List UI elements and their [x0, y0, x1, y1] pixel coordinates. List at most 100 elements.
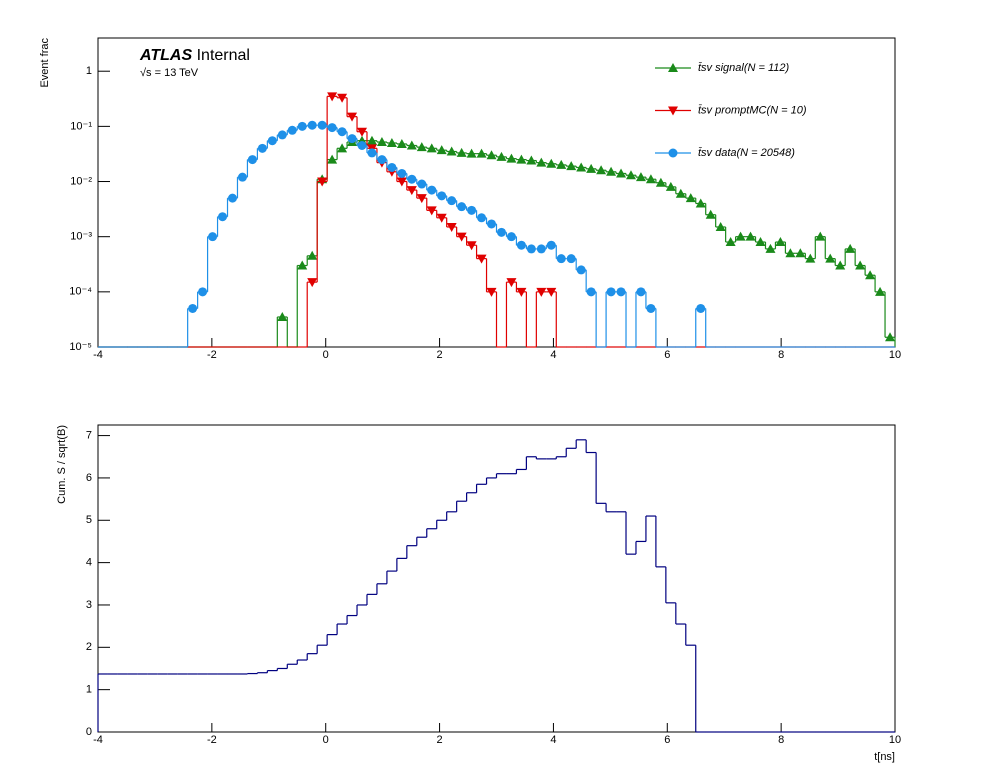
x-tick-label: -4 [93, 349, 103, 361]
marker [668, 148, 678, 158]
marker [417, 179, 427, 189]
marker [516, 287, 527, 297]
marker [486, 150, 497, 160]
x-tick-label: 2 [437, 349, 443, 361]
marker [685, 193, 696, 203]
marker [366, 135, 377, 145]
marker [396, 177, 407, 187]
marker [486, 287, 497, 297]
marker [327, 123, 337, 133]
marker [675, 188, 686, 198]
marker [646, 303, 656, 313]
marker [516, 154, 527, 164]
marker [487, 219, 497, 229]
marker [247, 155, 257, 165]
marker [755, 237, 766, 247]
marker [556, 254, 566, 264]
y-axis-label: Cum. S / sqrt(B) [56, 425, 68, 504]
marker [367, 148, 377, 158]
marker [456, 232, 467, 242]
marker [456, 147, 467, 157]
marker [606, 166, 617, 176]
marker [337, 127, 347, 137]
marker [377, 155, 387, 165]
marker [516, 240, 526, 250]
marker [218, 212, 228, 222]
marker [466, 148, 477, 158]
y-tick-label: 10⁻⁵ [69, 341, 92, 353]
atlas-status: Internal [197, 47, 250, 64]
marker [596, 165, 607, 175]
marker [636, 287, 646, 297]
marker [546, 240, 556, 250]
marker [745, 231, 756, 241]
x-tick-label: -2 [207, 734, 217, 746]
y-tick-label: 10⁻³ [70, 231, 92, 243]
marker [386, 137, 397, 147]
marker [297, 260, 308, 270]
x-tick-label: 0 [323, 734, 329, 746]
marker [257, 143, 267, 153]
marker [775, 237, 786, 247]
marker [307, 120, 317, 130]
marker [436, 213, 447, 223]
marker [566, 254, 576, 264]
step-connector [97, 439, 697, 732]
marker [357, 127, 368, 137]
marker [536, 157, 547, 167]
y-tick-label: 1 [86, 65, 92, 77]
x-tick-label: 4 [550, 349, 556, 361]
marker [446, 146, 457, 156]
y-tick-label: 10⁻⁴ [69, 286, 92, 298]
y-tick-label: 7 [86, 429, 92, 441]
marker [645, 174, 656, 184]
marker [526, 155, 537, 165]
legend-label: t̄sv signal(N = 112) [698, 62, 790, 74]
atlas: ATLAS [139, 47, 192, 64]
marker [317, 177, 328, 187]
step-connector [276, 140, 896, 347]
x-tick-label: 4 [550, 734, 556, 746]
marker [397, 168, 407, 178]
marker [307, 278, 318, 288]
marker [546, 287, 557, 297]
marker [606, 287, 616, 297]
y-tick-label: 10⁻² [70, 175, 92, 187]
marker [668, 63, 678, 72]
marker [337, 93, 348, 103]
marker [616, 287, 626, 297]
marker [576, 162, 587, 172]
x-tick-label: 2 [437, 734, 443, 746]
marker [665, 181, 676, 191]
marker [546, 158, 557, 168]
marker [198, 287, 208, 297]
marker [845, 243, 856, 253]
atlas-label: ATLAS Internal [139, 47, 250, 64]
x-tick-label: -4 [93, 734, 103, 746]
marker [327, 92, 338, 102]
marker [785, 248, 796, 258]
marker [496, 227, 506, 237]
marker [267, 136, 277, 146]
x-tick-label: -2 [207, 349, 217, 361]
y-tick-label: 6 [86, 472, 92, 484]
marker [825, 253, 836, 263]
marker [556, 159, 567, 169]
marker [496, 151, 507, 161]
marker [447, 196, 457, 206]
marker [376, 137, 387, 147]
marker [635, 172, 646, 182]
x-tick-label: 8 [778, 349, 784, 361]
marker [436, 145, 447, 155]
marker [347, 112, 358, 122]
x-tick-label: 8 [778, 734, 784, 746]
marker [696, 303, 706, 313]
marker [526, 244, 536, 254]
marker [407, 174, 417, 184]
legend-label: t̄sv promptMC(N = 10) [698, 104, 807, 116]
y-tick-label: 3 [86, 599, 92, 611]
marker [357, 140, 367, 150]
marker [668, 106, 678, 116]
marker [396, 138, 407, 148]
